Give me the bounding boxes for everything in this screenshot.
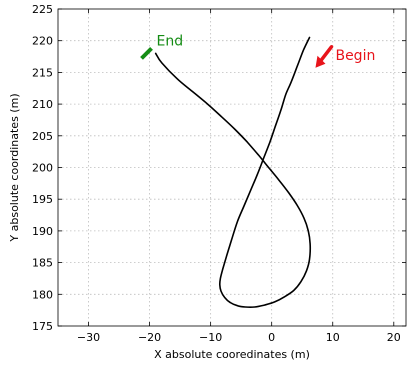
annotations: Begin End	[140, 33, 375, 68]
y-tick-label: 215	[32, 66, 53, 79]
x-tick-label: 0	[268, 331, 275, 344]
begin-arrow-shaft	[319, 45, 334, 62]
y-tick-label: 190	[32, 225, 53, 238]
begin-label: Begin	[335, 48, 375, 64]
y-tick-label: 205	[32, 130, 53, 143]
x-tick-label: −30	[77, 331, 100, 344]
y-tick-label: 175	[32, 320, 53, 333]
x-tick-label: −10	[199, 331, 222, 344]
y-tick-label: 200	[32, 162, 53, 175]
grid	[58, 9, 406, 326]
x-tick-label: 20	[387, 331, 401, 344]
y-tick-label: 220	[32, 35, 53, 48]
y-tick-label: 225	[32, 3, 53, 16]
end-label: End	[157, 33, 184, 49]
y-tick-label: 195	[32, 193, 53, 206]
end-marker	[140, 46, 153, 60]
x-tick-label: −20	[138, 331, 161, 344]
y-axis-label: Y absolute coordinates (m)	[8, 93, 21, 242]
y-tick-label: 185	[32, 257, 53, 270]
x-tick-label: 10	[326, 331, 340, 344]
y-tick-label: 180	[32, 288, 53, 301]
trajectory-line	[154, 36, 312, 308]
y-tick-label: 210	[32, 98, 53, 111]
begin-arrow-head	[315, 55, 326, 68]
plot-frame	[57, 8, 407, 327]
ticks: −30 −20 −10 0 10 20 175 180 185 190 195 200 205 210 21…	[32, 3, 406, 344]
x-axis-label: X absolute cooredinates (m)	[154, 348, 310, 361]
